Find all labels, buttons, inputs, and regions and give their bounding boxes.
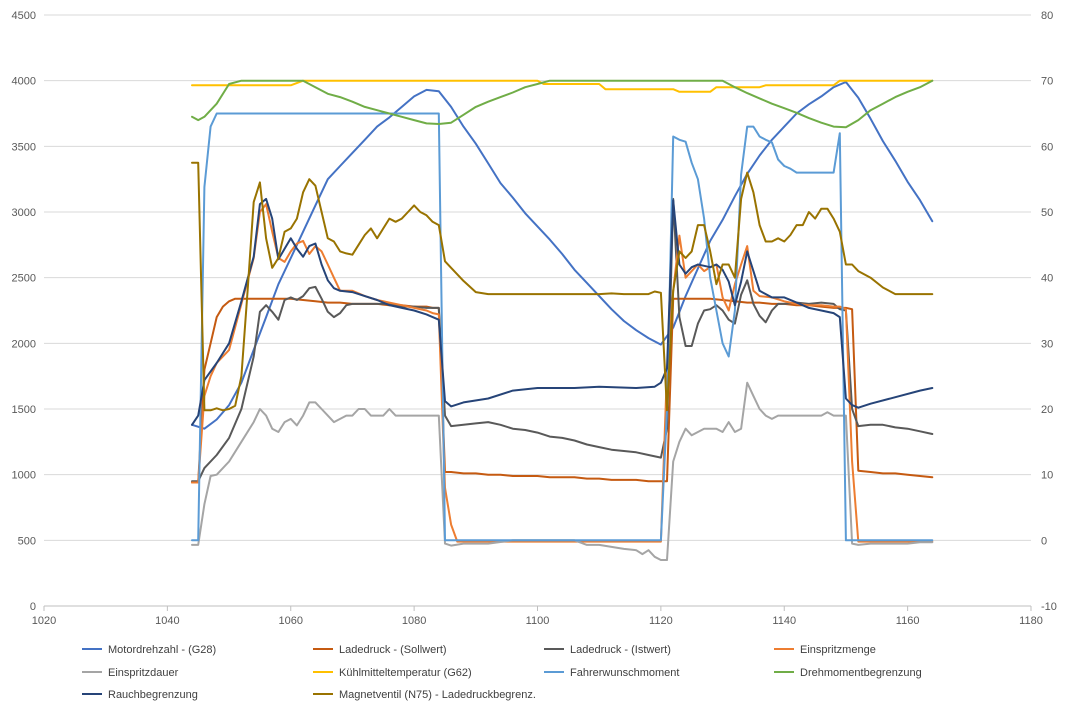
series-line-8 <box>191 197 934 426</box>
y-left-tick-label: 2500 <box>12 273 36 285</box>
y-left-tick-label: 3000 <box>12 207 36 219</box>
legend-item: Einspritzdauer <box>82 667 179 679</box>
legend-item: Kühlmitteltemperatur (G62) <box>313 667 472 679</box>
x-tick-label: 1080 <box>402 615 426 627</box>
legend-label: Ladedruck - (Sollwert) <box>339 644 447 656</box>
series-line-2 <box>191 197 934 483</box>
series-line-5 <box>191 79 934 93</box>
legend-label: Ladedruck - (Istwert) <box>570 644 671 656</box>
x-tick-label: 1140 <box>772 615 796 627</box>
legend-item: Rauchbegrenzung <box>82 689 198 701</box>
legend-label: Kühlmitteltemperatur (G62) <box>339 667 472 679</box>
legend-item: Ladedruck - (Istwert) <box>544 644 671 656</box>
y-right-tick-label: 70 <box>1041 76 1053 88</box>
axes: 0 500 1000 1500 2000 2500 3000 3500 4000 4500 -10 0… <box>12 10 1057 627</box>
series-line-7 <box>191 79 934 129</box>
x-tick-label: 1040 <box>155 615 179 627</box>
legend-item: Drehmomentbegrenzung <box>774 667 922 679</box>
x-tick-label: 1180 <box>1019 615 1043 627</box>
y-left-tick-label: 500 <box>18 535 36 547</box>
legend-label: Magnetventil (N75) - Ladedruckbegrenz. <box>339 689 536 701</box>
legend-item: Einspritzmenge <box>774 644 876 656</box>
y-right-tick-label: 60 <box>1041 141 1053 153</box>
legend-item: Magnetventil (N75) - Ladedruckbegrenz. <box>313 689 536 701</box>
series-line-9 <box>191 161 934 412</box>
series-lines <box>191 79 934 561</box>
legend-item: Fahrerwunschmoment <box>544 667 679 679</box>
y-right-tick-label: 20 <box>1041 404 1053 416</box>
y-right-tick-label: 30 <box>1041 338 1053 350</box>
y-left-tick-label: 4000 <box>12 76 36 88</box>
legend-label: Fahrerwunschmoment <box>570 667 679 679</box>
series-line-6 <box>191 112 934 542</box>
y-left-tick-label: 1000 <box>12 470 36 482</box>
y-right-tick-label: 10 <box>1041 470 1053 482</box>
legend-label: Einspritzmenge <box>800 644 876 656</box>
legend-label: Einspritzdauer <box>108 667 179 679</box>
y-right-tick-label: -10 <box>1041 601 1057 613</box>
legend-label: Motordrehzahl - (G28) <box>108 644 216 656</box>
x-tick-label: 1020 <box>32 615 56 627</box>
y-left-tick-label: 4500 <box>12 10 36 22</box>
y-left-tick-label: 1500 <box>12 404 36 416</box>
series-line-0 <box>191 81 934 430</box>
x-tick-label: 1100 <box>526 615 550 627</box>
y-right-tick-label: 80 <box>1041 10 1053 22</box>
legend-item: Motordrehzahl - (G28) <box>82 644 216 656</box>
x-tick-label: 1120 <box>649 615 673 627</box>
series-line-4 <box>191 381 934 561</box>
y-left-tick-label: 0 <box>30 601 36 613</box>
legend-item: Ladedruck - (Sollwert) <box>313 644 447 656</box>
y-left-tick-label: 2000 <box>12 338 36 350</box>
x-tick-label: 1060 <box>279 615 303 627</box>
y-right-tick-label: 0 <box>1041 535 1047 547</box>
legend-label: Rauchbegrenzung <box>108 689 198 701</box>
y-right-tick-label: 40 <box>1041 273 1053 285</box>
y-left-tick-label: 3500 <box>12 141 36 153</box>
legend: Motordrehzahl - (G28) Ladedruck - (Sollwe… <box>82 644 922 701</box>
legend-label: Drehmomentbegrenzung <box>800 667 922 679</box>
x-tick-label: 1160 <box>896 615 920 627</box>
y-right-tick-label: 50 <box>1041 207 1053 219</box>
